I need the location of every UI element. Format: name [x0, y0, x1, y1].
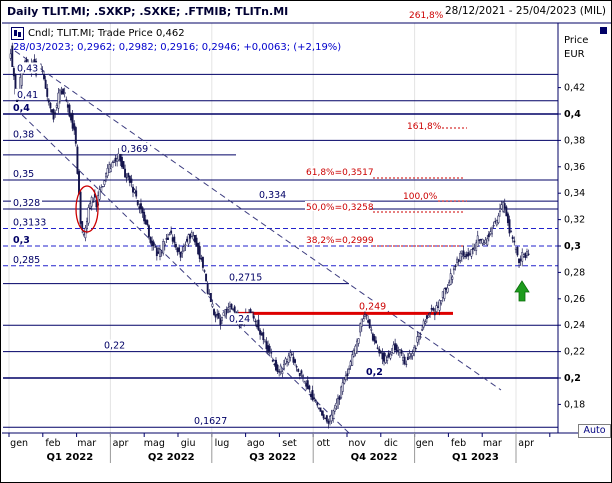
level-label: 0,41 [17, 90, 38, 101]
date-range: 28/12/2021 - 25/04/2023 (MIL) [444, 5, 606, 17]
level-label: 0,369 [121, 144, 148, 155]
axis-price-label: Price [564, 35, 589, 46]
quarter-label: Q1 2022 [46, 452, 93, 463]
plot-area[interactable] [3, 15, 558, 435]
y-tick-label: 0,4 [564, 109, 581, 120]
level-label: 0,285 [13, 255, 40, 266]
month-label: ott [317, 438, 331, 449]
level-label: 0,334 [259, 190, 286, 201]
y-tick-label: 0,26 [564, 294, 585, 305]
level-label: 0,3133 [13, 217, 46, 228]
fib-label: 261,8% [409, 11, 444, 21]
month-label: ago [247, 438, 265, 449]
level-label: 0,1627 [194, 416, 227, 427]
trendline [14, 50, 502, 391]
trendline [14, 107, 350, 433]
month-label: mar [77, 438, 96, 449]
ellipse-annotation [75, 185, 99, 233]
fib-label: 50,0%=0,3258 [306, 203, 374, 213]
quarter-label: Q3 2022 [249, 452, 296, 463]
y-tick-label: 0,18 [564, 399, 585, 410]
level-label: 0,43 [17, 63, 38, 74]
month-label: set [282, 438, 297, 449]
y-tick-label: 0,32 [564, 215, 585, 226]
fib-label: 100,0% [403, 192, 438, 202]
auto-scale-button[interactable]: Auto [578, 424, 611, 438]
month-label: mar [483, 438, 502, 449]
level-label: 0,3 [13, 235, 30, 246]
month-label: apr [518, 438, 534, 449]
fib-label: 161,8% [407, 122, 442, 132]
y-tick-label: 0,3 [564, 241, 581, 252]
level-label: 0,24 [229, 314, 250, 325]
axis-currency-label: EUR [564, 49, 585, 60]
y-tick-label: 0,24 [564, 320, 585, 331]
y-tick-label: 0,34 [564, 188, 585, 199]
level-label: 0,38 [13, 129, 34, 140]
level-label: 0,2 [366, 367, 383, 378]
level-label: 0,2715 [229, 273, 262, 284]
level-label: 0,328 [13, 198, 40, 209]
month-label: giu [181, 438, 196, 449]
legend-line1: Cndl; TLIT.MI; Trade Price 0,462 [11, 27, 185, 40]
level-label: 0,4 [13, 103, 30, 114]
month-label: lug [215, 438, 230, 449]
month-label: feb [451, 438, 466, 449]
up-arrow-annotation [514, 280, 530, 302]
legend-series-text: Cndl; TLIT.MI; Trade Price 0,462 [28, 28, 185, 39]
axis-handle-icon[interactable] [600, 27, 607, 34]
month-label: mag [144, 438, 165, 449]
y-tick-label: 0,38 [564, 135, 585, 146]
y-tick-label: 0,22 [564, 347, 585, 358]
month-label: dic [384, 438, 398, 449]
chart-title: Daily TLIT.MI; .SXKP; .SXKE; .FTMIB; TLI… [7, 5, 289, 18]
legend-quote-text: 28/03/2023; 0,2962; 0,2982; 0,2916; 0,29… [13, 42, 342, 53]
fib-label: 61,8%=0,3517 [306, 168, 374, 178]
y-tick-label: 0,42 [564, 83, 585, 94]
month-label: feb [45, 438, 60, 449]
quarter-label: Q1 2023 [452, 452, 499, 463]
fib-label: 38,2%=0,2999 [306, 236, 374, 246]
month-label: nov [348, 438, 366, 449]
y-tick-label: 0,36 [564, 162, 585, 173]
y-tick-label: 0,2 [564, 373, 581, 384]
level-label: 0,35 [13, 169, 34, 180]
level-label: 0,22 [104, 341, 125, 352]
quarter-label: Q2 2022 [148, 452, 195, 463]
month-label: apr [113, 438, 129, 449]
month-label: gen [416, 438, 434, 449]
quarter-label: Q4 2022 [351, 452, 398, 463]
resistance-label: 0,249 [359, 301, 386, 312]
y-tick-label: 0,28 [564, 267, 585, 278]
candlestick-icon [11, 27, 24, 40]
month-label: gen [10, 438, 28, 449]
